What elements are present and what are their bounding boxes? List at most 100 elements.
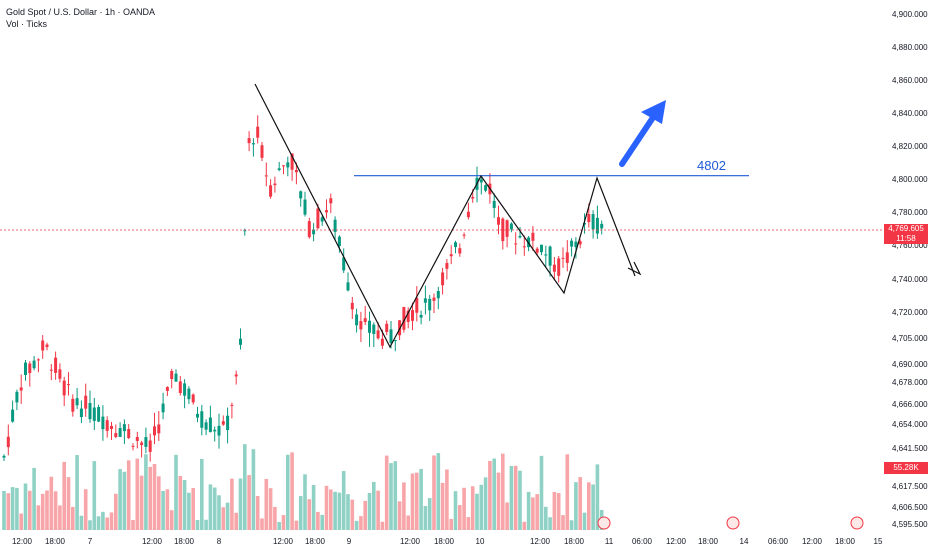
volume-bar	[75, 455, 79, 530]
candle-body	[497, 217, 500, 225]
time-tick-label: 12:00	[530, 537, 551, 546]
volume-bar	[303, 474, 307, 530]
candle-body	[114, 433, 118, 438]
volume-bar	[2, 490, 6, 530]
volume-bar	[204, 519, 208, 530]
candle-body	[587, 213, 591, 223]
candle-body	[454, 242, 457, 248]
candle-body	[226, 415, 230, 431]
candle-body	[264, 175, 268, 177]
volume-bar	[556, 493, 561, 530]
drawings	[0, 83, 884, 530]
volume-bar	[518, 470, 522, 530]
price-axis: 4,900.000 4,880.000 4,860.000 4,840.000 4,82…	[892, 10, 928, 529]
volume-bar	[591, 484, 595, 530]
price-tick-label: 4,880.000	[892, 43, 928, 52]
volume-bar	[359, 516, 363, 530]
price-tick-label: 4,820.000	[892, 142, 928, 151]
volume-bar	[436, 453, 441, 530]
candle-body	[380, 338, 384, 346]
volume-bar	[380, 521, 385, 530]
time-tick-label: 18:00	[174, 537, 195, 546]
price-tick-label: 4,666.000	[892, 400, 928, 409]
time-tick-label: 9	[347, 537, 352, 546]
volume-bar	[281, 515, 286, 530]
candle-body	[307, 221, 311, 238]
volume-bar	[466, 517, 471, 530]
volume-bar	[479, 484, 484, 530]
candle-body	[501, 218, 505, 242]
candle-body	[372, 324, 376, 334]
candle-body	[479, 179, 483, 183]
candle-body	[337, 236, 341, 247]
time-tick-label: 15	[874, 537, 883, 546]
volume-bar	[458, 505, 462, 530]
last-price-countdown: 11:58	[896, 234, 916, 243]
candle-body	[316, 208, 320, 229]
candle-body	[251, 143, 255, 145]
candle-body	[591, 214, 595, 230]
time-tick-label: 18:00	[698, 537, 719, 546]
volume-bar	[574, 482, 578, 530]
volume-bar	[148, 466, 152, 530]
volume-bar	[320, 514, 324, 530]
volume-bar	[212, 487, 217, 530]
candle-body	[376, 330, 380, 339]
candle-body	[122, 424, 126, 432]
volume-bar	[225, 502, 230, 530]
volume-bar	[53, 491, 58, 530]
candle-body	[110, 425, 113, 430]
candle-body	[58, 369, 62, 379]
volume-bar	[71, 506, 75, 530]
volume-bar	[19, 513, 23, 530]
volume-bar	[28, 490, 32, 530]
volume-bar	[367, 493, 372, 530]
volume-bar	[389, 463, 393, 530]
candle-body	[170, 370, 174, 380]
candle-body	[217, 425, 221, 436]
candle-body	[548, 246, 552, 266]
candle-body	[342, 257, 346, 271]
candle-body	[221, 421, 225, 425]
volume-bar	[569, 520, 574, 530]
time-tick-label: 18:00	[564, 537, 585, 546]
time-tick-label: 12:00	[273, 537, 294, 546]
volume-bar	[122, 471, 127, 530]
candle-body	[208, 417, 212, 433]
zigzag-pattern	[254, 83, 636, 349]
volume-bar	[105, 517, 109, 530]
time-tick-label: 18:00	[45, 537, 66, 546]
volume-bar	[539, 455, 544, 530]
candle-body	[75, 398, 79, 406]
time-tick-label: 12:00	[400, 537, 421, 546]
candle-body	[458, 248, 462, 254]
candle-body	[239, 338, 242, 345]
candle-body	[92, 407, 96, 421]
candle-body	[492, 200, 496, 208]
volume-bar	[526, 491, 531, 530]
volume-bar	[45, 490, 49, 530]
candle-body	[131, 445, 135, 447]
volume-bar	[488, 460, 492, 530]
candle-body	[565, 252, 569, 263]
volume-bar	[191, 488, 195, 530]
candle-body	[127, 429, 131, 439]
candle-body	[101, 416, 105, 430]
volume-bar	[462, 487, 466, 530]
time-tick-label: 18:00	[835, 537, 856, 546]
time-tick-label: 12:00	[802, 537, 823, 546]
volume-bar	[6, 493, 11, 530]
price-tick-label: 4,654.000	[892, 420, 928, 429]
volume-bar	[496, 472, 501, 530]
volume-bar	[169, 510, 174, 530]
volume-bar	[548, 517, 552, 530]
candle-body	[118, 427, 122, 437]
volume-value: 55.28K	[893, 463, 919, 472]
volume-bar	[311, 485, 316, 530]
candle-body	[290, 153, 294, 170]
volume-bar	[40, 493, 45, 530]
candle-body	[393, 339, 397, 341]
candle-body	[15, 391, 19, 403]
volume-bar	[307, 499, 312, 530]
